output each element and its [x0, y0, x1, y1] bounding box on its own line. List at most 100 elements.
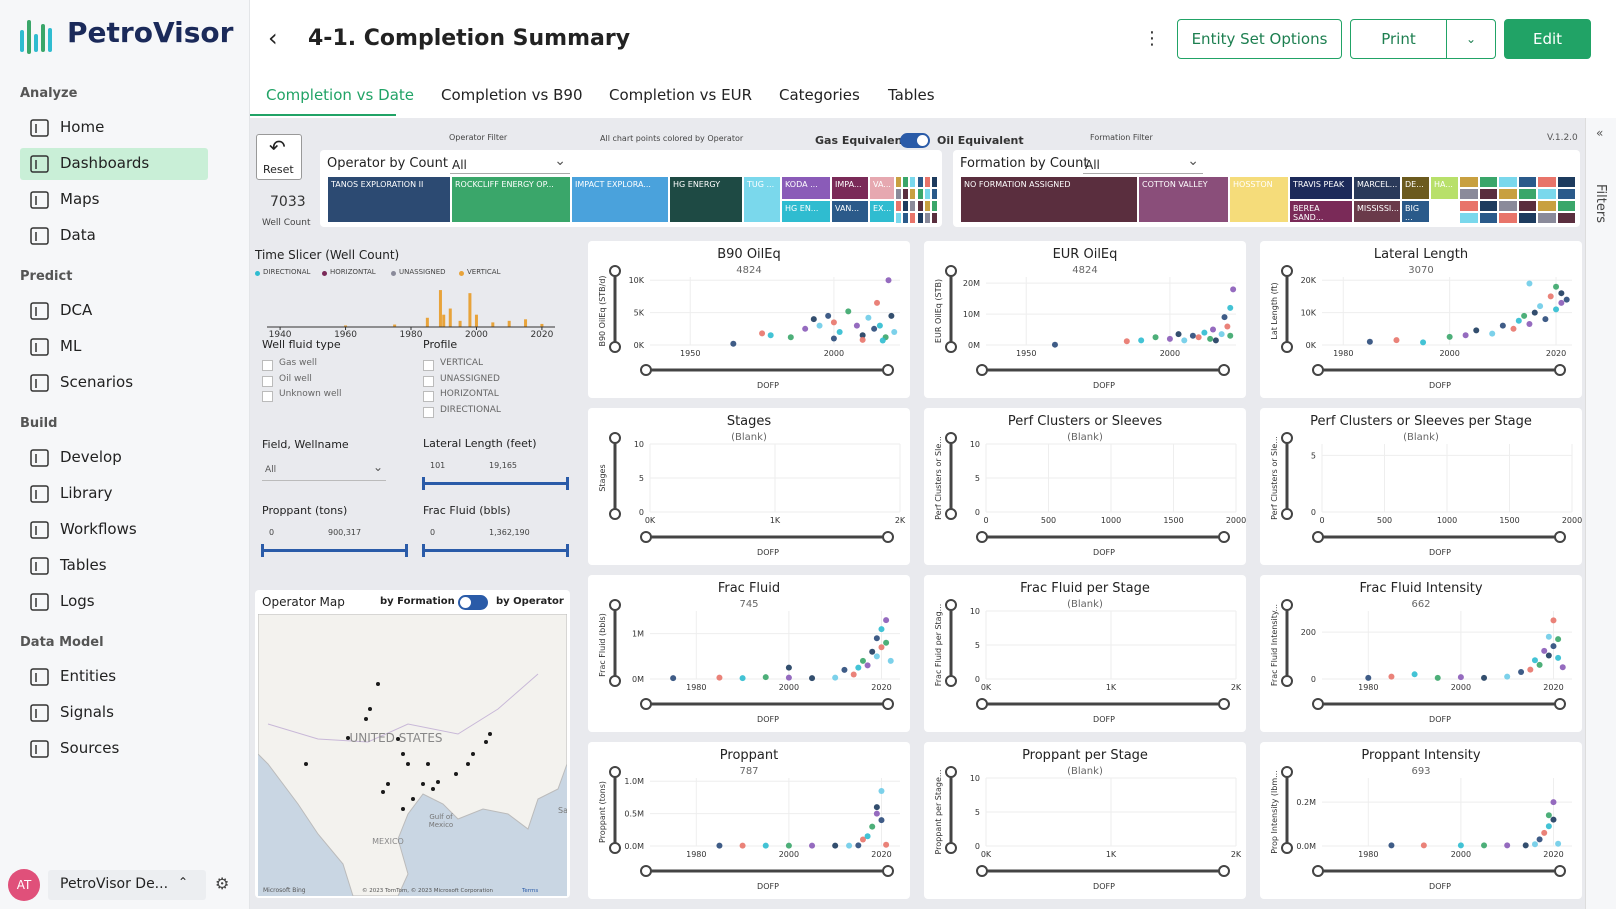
- nav-item[interactable]: Workflows: [20, 514, 208, 546]
- slider-handle[interactable]: [422, 477, 425, 490]
- x-axis-label: DOFP: [1429, 381, 1451, 390]
- dropdown-button[interactable]: ⌄: [1446, 19, 1496, 59]
- slider-handle[interactable]: [422, 544, 425, 557]
- caret: ⌄: [554, 153, 566, 169]
- tab[interactable]: Completion vs B90: [441, 86, 583, 104]
- treemap-tile[interactable]: BIG ...: [1401, 200, 1430, 223]
- nav-item[interactable]: Entities: [20, 661, 208, 693]
- dropdown[interactable]: All ⌄: [262, 460, 386, 481]
- nav-item[interactable]: Home: [20, 112, 208, 144]
- reset-button[interactable]: ↶ Reset: [256, 134, 302, 180]
- nav-item[interactable]: Logs: [20, 586, 208, 618]
- treemap-tile[interactable]: HA...: [1430, 176, 1459, 200]
- treemap-tile[interactable]: TANOS EXPLORATION II: [327, 176, 451, 223]
- tab[interactable]: Categories: [779, 86, 860, 104]
- treemap-tile: [1478, 176, 1498, 188]
- note: Operator Filter: [449, 133, 508, 142]
- slider-handle[interactable]: [405, 544, 408, 557]
- treemap-tile[interactable]: HG EN...: [781, 200, 831, 223]
- nav-item[interactable]: DCA: [20, 295, 208, 327]
- point: [1366, 338, 1373, 345]
- nav-item[interactable]: Dashboards: [20, 148, 208, 180]
- chart-panel: Frac Fluid Intensity 662 Frac Fluid Intens…: [1260, 575, 1582, 732]
- tab[interactable]: Tables: [888, 86, 935, 104]
- dropdown[interactable]: All ⌄: [450, 153, 570, 174]
- nav-item[interactable]: Sources: [20, 733, 208, 765]
- y-axis-label: Proppant (tons): [598, 781, 607, 843]
- user-menu[interactable]: PetroVisor De... ⌃: [48, 870, 206, 900]
- slider-handle: [609, 341, 621, 353]
- point: [816, 322, 823, 329]
- filters-pane[interactable]: « Filters: [1585, 118, 1616, 909]
- treemap-tile[interactable]: MISSISSI...: [1353, 200, 1401, 223]
- nav-item[interactable]: Tables: [20, 550, 208, 582]
- dropdown[interactable]: All ⌄: [1083, 153, 1203, 174]
- treemap-tile[interactable]: VA...: [869, 176, 895, 200]
- checkbox[interactable]: [423, 375, 434, 387]
- treemap-tile: [909, 188, 917, 200]
- point: [1123, 338, 1130, 345]
- button[interactable]: Edit: [1504, 19, 1591, 59]
- treemap-tile[interactable]: ROCKCLIFF ENERGY OP...: [451, 176, 571, 223]
- range-slider[interactable]: [423, 549, 568, 552]
- map-title: Operator Map: [262, 595, 345, 609]
- treemap-tile[interactable]: HG ENERGY: [669, 176, 743, 223]
- toggle[interactable]: [458, 595, 488, 610]
- checkbox[interactable]: [423, 391, 434, 402]
- treemap-tile[interactable]: HOSSTON: [1229, 176, 1289, 223]
- treemap-tile[interactable]: IMPACT EXPLORA...: [571, 176, 669, 223]
- slider-handle[interactable]: [566, 477, 569, 490]
- tab[interactable]: Completion vs EUR: [609, 86, 753, 104]
- back-button[interactable]: ‹: [268, 24, 278, 52]
- treemap-tile[interactable]: EX...: [869, 200, 895, 223]
- slider-handle[interactable]: [566, 544, 569, 557]
- icon-shape: [30, 449, 49, 467]
- treemap-tile[interactable]: NO FORMATION ASSIGNED: [960, 176, 1138, 223]
- nav-item[interactable]: ML: [20, 331, 208, 363]
- treemap-tile[interactable]: TRAVIS PEAK: [1289, 176, 1353, 200]
- nav-item[interactable]: Maps: [20, 184, 208, 216]
- settings-icon[interactable]: ⚙: [215, 874, 230, 893]
- range-slider[interactable]: [423, 482, 568, 485]
- treemap-tile[interactable]: TUG ...: [743, 176, 781, 223]
- x-tick-label: 2000: [1451, 683, 1471, 692]
- x-tick-label: 1950: [680, 349, 700, 358]
- nav-item[interactable]: Signals: [20, 697, 208, 729]
- reset-icon: ↶: [269, 135, 286, 159]
- treemap-tile: [909, 200, 917, 212]
- y-tick-label: 5: [1311, 451, 1316, 460]
- range-slider[interactable]: [262, 549, 407, 552]
- icon-shape: [30, 740, 49, 758]
- x-tick-label: 1000: [1101, 516, 1121, 525]
- button[interactable]: Print: [1350, 19, 1447, 59]
- checkbox[interactable]: [262, 375, 273, 387]
- treemap-tile[interactable]: DE...: [1401, 176, 1430, 200]
- toggle[interactable]: [900, 133, 930, 148]
- treemap-tile[interactable]: BEREA SAND...: [1289, 200, 1353, 223]
- more-menu[interactable]: ⋮: [1143, 28, 1161, 49]
- point: [1462, 332, 1469, 339]
- range-min: 101: [430, 461, 446, 470]
- slider-handle: [1281, 599, 1293, 611]
- panel-title: EUR OilEq: [1053, 247, 1118, 262]
- checkbox[interactable]: [423, 360, 434, 371]
- point: [871, 325, 878, 332]
- nav-item[interactable]: Data: [20, 220, 208, 252]
- button[interactable]: Entity Set Options: [1177, 19, 1342, 59]
- nav-item[interactable]: Library: [20, 478, 208, 510]
- slider-handle: [1281, 265, 1293, 277]
- treemap-tile[interactable]: COTTON VALLEY: [1138, 176, 1229, 223]
- treemap-tile[interactable]: MARCEL...: [1353, 176, 1401, 200]
- checkbox[interactable]: [423, 406, 434, 418]
- treemap-tile[interactable]: VAN...: [831, 200, 869, 223]
- tab[interactable]: Completion vs Date: [266, 86, 414, 104]
- slider-handle: [976, 364, 988, 376]
- nav-item[interactable]: Develop: [20, 442, 208, 474]
- checkbox[interactable]: [262, 360, 273, 371]
- y-tick-label: 5: [975, 641, 980, 650]
- nav-item[interactable]: Scenarios: [20, 367, 208, 399]
- treemap-tile[interactable]: IMPA...: [831, 176, 869, 200]
- slider-handle[interactable]: [261, 544, 264, 557]
- checkbox[interactable]: [262, 391, 273, 402]
- treemap-tile[interactable]: KODA ...: [781, 176, 831, 200]
